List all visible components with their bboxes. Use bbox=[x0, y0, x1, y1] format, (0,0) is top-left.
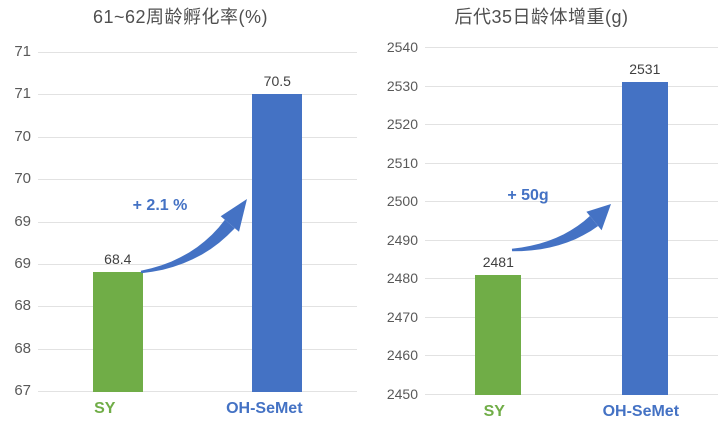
y-axis-tick-label: 2490 bbox=[386, 231, 418, 248]
gridline bbox=[425, 85, 718, 87]
gridline bbox=[425, 239, 718, 241]
plot-area: 2450 2460 2470 2480 2490 2500 2510 2520 2530 2540… bbox=[361, 0, 722, 434]
y-axis-tick-label: 71 bbox=[14, 43, 31, 60]
y-axis-tick-label: 2470 bbox=[386, 308, 418, 325]
bar-value-label: 2531 bbox=[629, 60, 661, 77]
chart-title: 61~62周龄孵化率(%) bbox=[92, 7, 269, 27]
y-axis-tick-label: 2510 bbox=[386, 154, 418, 171]
gridline bbox=[425, 278, 718, 280]
y-axis-tick-label: 2480 bbox=[386, 270, 418, 287]
bar-value-label: 2481 bbox=[482, 253, 514, 270]
y-axis-tick-label: 70 bbox=[14, 127, 31, 145]
gridline bbox=[425, 47, 718, 48]
gridline bbox=[38, 391, 357, 392]
gridline bbox=[38, 221, 357, 223]
gridline bbox=[38, 306, 357, 308]
bar-oh-semet bbox=[621, 81, 668, 395]
gridline bbox=[38, 136, 357, 138]
hatch-rate-chart: 61~62周龄孵化率(%) 67 68 68 69 69 70 70 71 71 68.4 SY 70… bbox=[14, 7, 357, 417]
gridline bbox=[425, 124, 718, 126]
bar-sy bbox=[92, 272, 143, 392]
bar-value-label: 70.5 bbox=[263, 73, 291, 90]
bar-value-label: 68.4 bbox=[104, 251, 132, 268]
gridline bbox=[38, 179, 357, 181]
y-axis-tick-label: 68 bbox=[14, 339, 31, 357]
category-label-sy: SY bbox=[483, 403, 505, 420]
y-axis-tick-label: 2460 bbox=[386, 347, 418, 364]
bar-oh-semet bbox=[252, 94, 303, 392]
y-axis-tick-label: 69 bbox=[14, 212, 31, 230]
gridline bbox=[425, 394, 718, 395]
y-axis-tick-label: 70 bbox=[14, 170, 31, 188]
y-axis-tick-label: 67 bbox=[14, 382, 31, 399]
y-axis-tick-label: 71 bbox=[14, 85, 31, 103]
gridline bbox=[425, 316, 718, 318]
weight-gain-chart: 后代35日龄体增重(g) 2450 2460 2470 2480 2490 2500 251… bbox=[361, 0, 722, 434]
gridline bbox=[38, 348, 357, 350]
bar-sy bbox=[475, 274, 522, 395]
gridline bbox=[38, 94, 357, 96]
y-axis-tick-label: 2450 bbox=[386, 386, 418, 402]
y-axis-tick-label: 2540 bbox=[386, 39, 418, 55]
increase-annotation: + 2.1 % bbox=[132, 197, 188, 214]
category-label-oh-semet: OH-SeMet bbox=[602, 403, 680, 420]
gridline bbox=[425, 162, 718, 164]
chart-title: 后代35日龄体增重(g) bbox=[454, 7, 629, 27]
y-axis-tick-label: 68 bbox=[14, 297, 31, 315]
y-axis-tick-label: 69 bbox=[14, 254, 31, 272]
gridline bbox=[425, 201, 718, 203]
y-axis-tick-label: 2500 bbox=[386, 193, 418, 210]
gridline bbox=[425, 355, 718, 357]
gridline bbox=[38, 52, 357, 53]
plot-area: 67 68 68 69 69 70 70 71 71 68.4 SY 70.5 OH-SeMet bbox=[14, 43, 357, 417]
increase-annotation: + 50g bbox=[507, 187, 549, 204]
y-axis-tick-label: 2520 bbox=[386, 116, 418, 133]
y-axis-tick-label: 2530 bbox=[386, 77, 418, 94]
category-label-sy: SY bbox=[94, 400, 116, 417]
category-label-oh-semet: OH-SeMet bbox=[226, 400, 303, 417]
